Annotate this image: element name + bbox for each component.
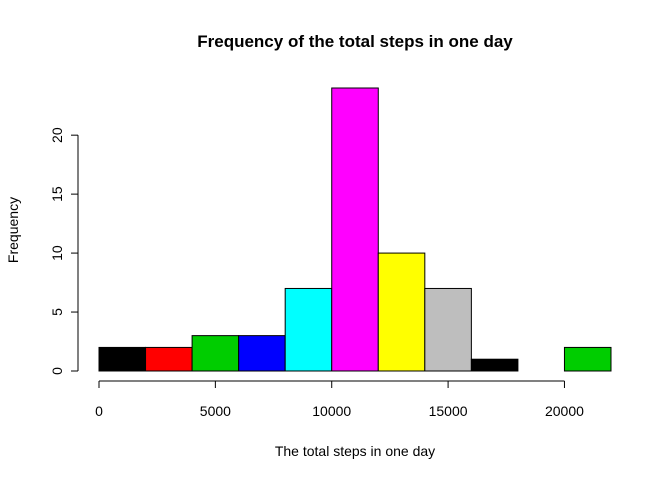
y-axis: 0 5 10 15 20 [49,127,79,375]
x-axis-label: The total steps in one day [275,443,435,459]
y-tick-label: 20 [49,127,65,143]
histogram-bar-5 [331,87,379,372]
y-tick-label: 5 [49,308,65,316]
histogram-bar-10 [563,346,612,372]
y-tick-label: 10 [49,245,65,261]
x-axis: 0 5000 10000 15000 20000 [95,380,584,419]
x-tick-label: 20000 [545,403,584,419]
bars-group [98,87,612,372]
histogram-bar-6 [377,252,426,372]
chart-title: Frequency of the total steps in one day [197,32,513,51]
histogram-bar-2 [191,335,240,372]
histogram-bar-0 [98,346,147,372]
y-tick-label: 15 [49,186,65,202]
histogram-bar-3 [238,335,286,372]
histogram-bar-7 [424,287,472,372]
histogram-bar-4 [284,287,333,372]
y-tick-label: 0 [49,367,65,375]
x-tick-label: 0 [95,403,103,419]
x-tick-label: 15000 [429,403,468,419]
x-tick-label: 10000 [312,403,351,419]
x-tick-label: 5000 [200,403,231,419]
histogram-bar-1 [145,346,193,372]
y-axis-label: Frequency [5,197,21,263]
histogram-bar-8 [470,358,519,372]
